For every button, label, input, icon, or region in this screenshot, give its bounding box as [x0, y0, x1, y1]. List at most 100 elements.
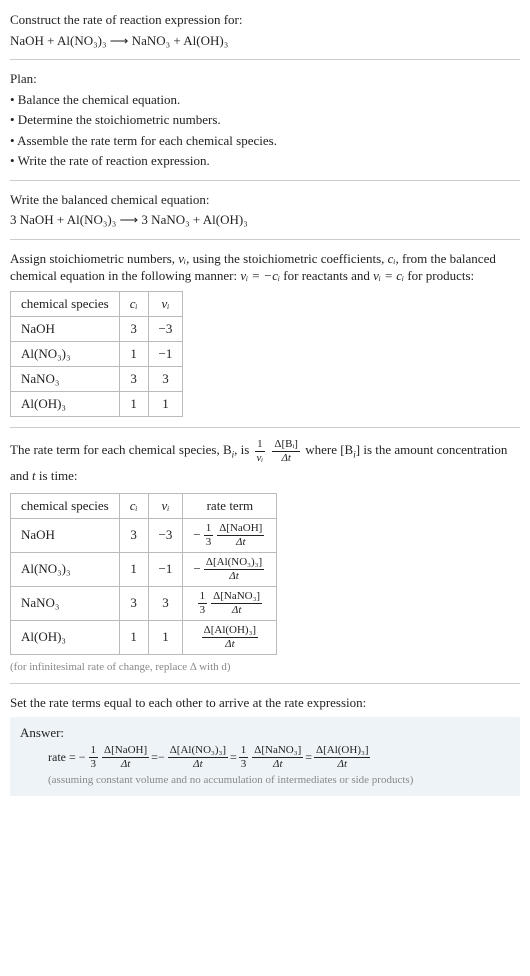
- eq: νᵢ = −cᵢ: [240, 268, 280, 283]
- cell: −3: [148, 518, 183, 552]
- cell: 1: [148, 620, 183, 654]
- numerator: 1: [239, 745, 249, 757]
- text: for reactants and: [280, 268, 373, 283]
- cell: −3: [148, 317, 183, 342]
- cell: Al(NO₃)₃: [11, 552, 120, 586]
- numerator: Δ[NaOH]: [102, 745, 149, 757]
- cell: 1: [119, 552, 148, 586]
- fraction: 13: [198, 591, 208, 616]
- table-row: Al(NO₃)₃1−1−Δ[Al(NO₃)₃]Δt: [11, 552, 277, 586]
- table-row: Al(OH)₃11Δ[Al(OH)₃]Δt: [11, 620, 277, 654]
- fraction: Δ[NaOH]Δt: [102, 745, 149, 770]
- cell: NaNO₃: [11, 367, 120, 392]
- fraction: 13: [204, 523, 214, 548]
- rateterm-note: (for infinitesimal rate of change, repla…: [10, 661, 520, 673]
- rateterm-intro: The rate term for each chemical species,…: [10, 438, 520, 487]
- cell: 3: [119, 317, 148, 342]
- rateterm-table: chemical species cᵢ νᵢ rate term NaOH3−3…: [10, 493, 277, 655]
- fraction: 1νᵢ: [255, 439, 266, 464]
- cell: 3: [119, 586, 148, 620]
- cell: −Δ[Al(NO₃)₃]Δt: [183, 552, 277, 586]
- fraction: 13: [239, 745, 249, 770]
- text: , is: [234, 442, 252, 457]
- denominator: Δt: [211, 603, 262, 616]
- eq: νᵢ = cᵢ: [373, 268, 404, 283]
- col-header: cᵢ: [119, 292, 148, 317]
- denominator: Δt: [314, 757, 370, 770]
- rate-label: rate =: [48, 750, 76, 765]
- denominator: Δt: [202, 637, 258, 650]
- denominator: 3: [239, 757, 249, 770]
- cell: Δ[Al(OH)₃]Δt: [183, 620, 277, 654]
- cell: 1: [148, 392, 183, 417]
- minus-sign: −: [194, 561, 201, 577]
- col-header: νᵢ: [148, 493, 183, 518]
- cell: 3: [148, 367, 183, 392]
- stoich-intro: Assign stoichiometric numbers, νᵢ, using…: [10, 250, 520, 285]
- denominator: νᵢ: [255, 451, 266, 464]
- cell: 1: [119, 620, 148, 654]
- col-header: chemical species: [11, 493, 120, 518]
- numerator: 1: [204, 523, 214, 535]
- denominator: Δt: [168, 757, 228, 770]
- numerator: 1: [198, 591, 208, 603]
- plan-item: • Balance the chemical equation.: [10, 91, 520, 109]
- stoich-section: Assign stoichiometric numbers, νᵢ, using…: [10, 250, 520, 417]
- nu-i: νᵢ: [178, 251, 186, 266]
- table-header-row: chemical species cᵢ νᵢ rate term: [11, 493, 277, 518]
- fraction: Δ[NaNO₃]Δt: [252, 745, 303, 770]
- equals: =: [151, 750, 158, 765]
- table-header-row: chemical species cᵢ νᵢ: [11, 292, 183, 317]
- balanced-equation: 3 NaOH + Al(NO₃)₃ ⟶ 3 NaNO₃ + Al(OH)₃: [10, 211, 520, 229]
- denominator: Δt: [102, 757, 149, 770]
- numerator: Δ[NaNO₃]: [252, 745, 303, 757]
- denominator: 3: [204, 535, 214, 548]
- cell: 3: [119, 518, 148, 552]
- cell: Al(NO₃)₃: [11, 342, 120, 367]
- fraction: Δ[Al(OH)₃]Δt: [314, 745, 370, 770]
- cell: 3: [119, 367, 148, 392]
- final-section: Set the rate terms equal to each other t…: [10, 694, 520, 797]
- divider: [10, 683, 520, 684]
- cell: −13Δ[NaOH]Δt: [183, 518, 277, 552]
- numerator: Δ[NaNO₃]: [211, 591, 262, 603]
- stoich-table: chemical species cᵢ νᵢ NaOH 3 −3 Al(NO₃)…: [10, 291, 183, 417]
- fraction: Δ[Al(NO₃)₃]Δt: [204, 557, 264, 582]
- numerator: Δ[NaOH]: [217, 523, 264, 535]
- text: Assign stoichiometric numbers,: [10, 251, 178, 266]
- col-header: rate term: [183, 493, 277, 518]
- denominator: 3: [198, 603, 208, 616]
- equals: =: [305, 750, 312, 765]
- col-header: chemical species: [11, 292, 120, 317]
- table-row: NaOH3−3−13Δ[NaOH]Δt: [11, 518, 277, 552]
- divider: [10, 427, 520, 428]
- cell: −1: [148, 342, 183, 367]
- numerator: Δ[Al(NO₃)₃]: [204, 557, 264, 569]
- numerator: Δ[Bᵢ]: [272, 439, 300, 451]
- cell: 1: [119, 342, 148, 367]
- rate-expression: rate = −13Δ[NaOH]Δt = −Δ[Al(NO₃)₃]Δt = 1…: [20, 745, 510, 770]
- divider: [10, 239, 520, 240]
- cell: Al(OH)₃: [11, 620, 120, 654]
- cell: −1: [148, 552, 183, 586]
- col-header: νᵢ: [148, 292, 183, 317]
- text: for products:: [404, 268, 474, 283]
- denominator: Δt: [252, 757, 303, 770]
- answer-label: Answer:: [20, 725, 510, 741]
- c-i: cᵢ: [388, 251, 396, 266]
- numerator: Δ[Al(OH)₃]: [202, 625, 258, 637]
- text: , using the stoichiometric coefficients,: [186, 251, 388, 266]
- plan-section: Plan: • Balance the chemical equation. •…: [10, 70, 520, 170]
- cell: NaOH: [11, 518, 120, 552]
- minus-sign: −: [79, 750, 86, 765]
- cell: NaNO₃: [11, 586, 120, 620]
- final-intro: Set the rate terms equal to each other t…: [10, 694, 520, 712]
- equals: =: [230, 750, 237, 765]
- header-section: Construct the rate of reaction expressio…: [10, 11, 520, 49]
- plan-item: • Determine the stoichiometric numbers.: [10, 111, 520, 129]
- rateterm-section: The rate term for each chemical species,…: [10, 438, 520, 673]
- table-row: Al(OH)₃ 1 1: [11, 392, 183, 417]
- header-line1: Construct the rate of reaction expressio…: [10, 11, 520, 29]
- numerator: 1: [89, 745, 99, 757]
- fraction: Δ[Bᵢ]Δt: [272, 439, 300, 464]
